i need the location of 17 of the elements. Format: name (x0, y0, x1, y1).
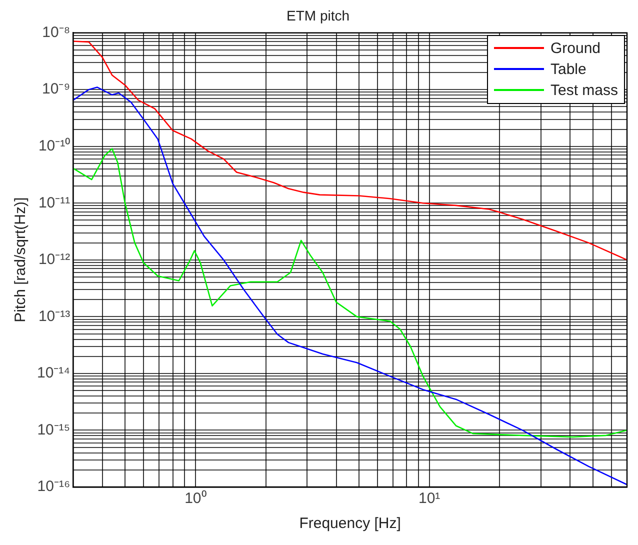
legend-label: Test mass (550, 80, 618, 101)
legend-label: Ground (550, 38, 601, 59)
x-tick-label: 10¹ (418, 490, 440, 508)
y-tick-label: 10⁻¹⁵ (37, 421, 70, 438)
y-axis-title: Pitch [rad/sqrt(Hz)] (12, 197, 30, 322)
y-tick-label: 10⁻¹³ (38, 308, 70, 325)
x-axis-title: Frequency [Hz] (299, 515, 401, 532)
y-tick-label: 10⁻¹⁰ (38, 137, 70, 154)
legend-label: Table (550, 60, 586, 80)
y-tick-label: 10⁻¹⁴ (37, 364, 70, 382)
y-tick-label: 10⁻¹⁶ (37, 478, 70, 496)
y-tick-label: 10⁻⁸ (42, 24, 70, 41)
y-tick-label: 10⁻¹¹ (38, 194, 70, 212)
chart-title: ETM pitch (286, 7, 350, 24)
y-tick-label: 10⁻⁹ (42, 80, 70, 98)
y-tick-label: 10⁻¹² (38, 251, 70, 268)
x-tick-label: 10⁰ (184, 490, 206, 508)
